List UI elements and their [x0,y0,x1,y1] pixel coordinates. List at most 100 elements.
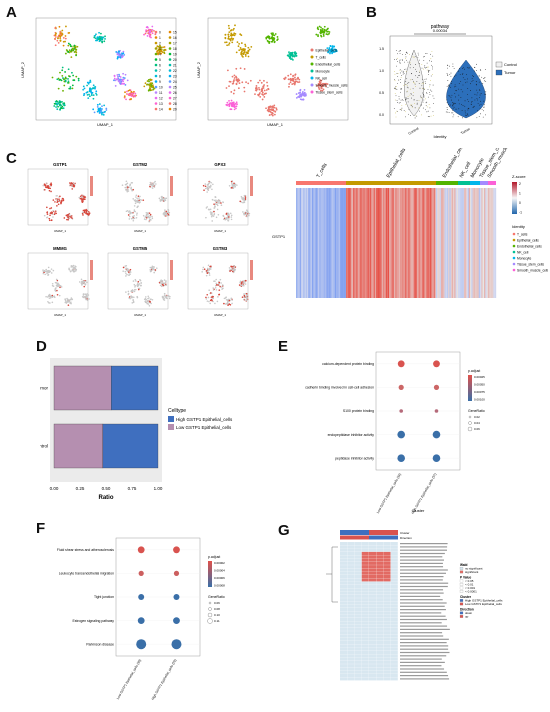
feature-point [241,296,244,298]
umap-celltype-point [243,90,246,93]
umap-celltype-point [233,79,235,81]
violin-point [412,88,414,90]
cluster-legend-dot [154,47,158,50]
identity-legend-label: Smooth_muscle_cells [517,268,548,272]
g-heatmap-cell [347,657,355,661]
g-heatmap-cell [354,670,362,674]
feature-point [49,183,52,186]
umap-cluster-point [98,103,101,105]
violin-point [466,74,467,76]
g-heatmap-cell [383,542,391,546]
umap-celltype-point [255,85,258,87]
g-heatmap-cell [361,650,369,654]
violin-point [410,64,411,66]
feature-point [127,292,130,295]
heatmap-cell [327,188,330,298]
celltype-legend-label: NK_cell [316,76,328,80]
dotplot-dot [137,546,145,554]
feature-point [159,281,162,283]
g-heatmap-cell [390,561,398,565]
feature-point [128,215,131,218]
feature-point [50,212,53,215]
cluster-legend-dot [154,91,158,94]
feature-point [124,270,127,273]
g-row-label-placeholder [400,615,446,617]
g-row-label-placeholder [400,592,444,594]
heatmap-cell [459,188,461,298]
g-legend-label: < 0.0001 [465,590,477,594]
umap-cluster-point [115,78,118,81]
g-heatmap-cell [383,670,391,674]
violin-point [405,58,406,59]
umap-cluster-point [68,75,71,78]
feature-point [218,281,221,284]
violin-point [453,67,455,69]
feature-point [125,267,127,270]
feature-point [154,269,157,271]
violin-point [449,105,450,107]
feature-point [87,294,90,296]
umap-cluster-point [72,79,75,82]
violin-point [481,76,483,78]
umap-celltype-point [295,54,298,57]
heatmap-identity-block [458,181,470,185]
umap-cluster-point [73,51,76,53]
dotplot-x-label: Low GSTP1 Epithelial_cells (30) [116,659,142,701]
umap-cluster-point [59,37,62,40]
violin-point [451,112,453,114]
feature-point [75,265,77,268]
umap-celltype-point [325,85,327,88]
dotplot-dot [138,594,145,600]
violin-point [419,87,421,89]
umap-cluster-point [156,45,159,48]
violin-point [399,49,401,51]
g-heatmap-cell [347,571,355,575]
umap-cluster-point [122,76,125,79]
celltype-legend-label: Epithelial_cells [316,48,338,52]
umap-celltype-point [271,106,274,109]
heatmap-cell [440,188,443,298]
g-heatmap-cell [369,631,377,635]
feature-point [70,297,73,299]
feature-point [148,304,151,307]
cluster-legend-dot [168,96,172,100]
size-legend-title: GeneRatio [208,595,225,599]
g-heatmap-cell [354,588,362,592]
feature-point [227,299,229,301]
violin-point [429,86,430,88]
dotplot-dot [397,454,405,462]
umap-cluster-point [93,36,96,39]
umap-cluster-point [63,103,66,106]
feature-point [69,270,72,273]
umap-celltype-point [254,93,256,96]
umap-celltype-point [327,27,329,30]
g-heatmap-cell [354,578,362,582]
feature-point [134,288,137,291]
violin-point [426,53,428,54]
violin-point [417,52,419,54]
celltype-legend-label: Smooth_muscle_cells [316,83,348,87]
violin-point [476,117,478,119]
violin-point [432,55,434,57]
umap-celltype-point [263,84,266,86]
g-heatmap-cell [390,588,398,592]
heatmap-cell [360,188,362,298]
feature-point [50,219,53,222]
heatmap-cell [374,188,377,298]
umap-celltype-point [293,83,296,86]
violin-point [473,76,474,77]
feature-point [163,299,166,301]
umap-cluster-point [89,79,92,82]
violin-point [403,85,405,86]
stacked-bar-segment [111,365,159,411]
feature-point [231,270,234,273]
umap-celltype-point [245,81,247,84]
violin-point [427,110,429,112]
violin-point [458,108,460,110]
umap-cluster-point [159,44,161,47]
zscore-ticks: 210-1 [519,182,522,215]
umap-cluster-point [88,81,91,84]
bar-xtick-label: 0.75 [128,486,137,491]
violin-point [428,71,430,73]
feature-point [129,297,131,300]
